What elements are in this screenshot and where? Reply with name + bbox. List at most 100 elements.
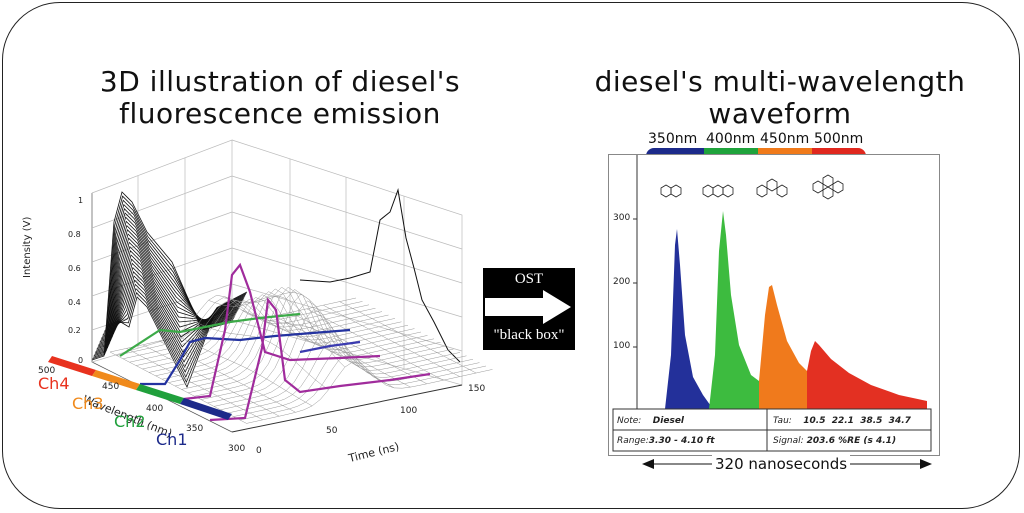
mesh-line <box>257 316 395 389</box>
mesh-line <box>207 308 454 404</box>
range-label: Range: <box>617 436 649 446</box>
tau-label: Tau: <box>773 416 792 426</box>
time-span-label: 320 nanoseconds <box>712 455 851 473</box>
range-cell: Range:3.30 - 4.10 ft <box>617 436 715 446</box>
waveform-ytick: 100 <box>613 341 631 351</box>
projection-curve <box>97 233 239 347</box>
waveform-ytick: 200 <box>613 277 631 287</box>
time-tick: 100 <box>400 406 418 416</box>
projection-curve <box>99 245 240 343</box>
mesh-line <box>135 300 383 366</box>
ch4-surface-line <box>209 297 431 422</box>
intensity-tick: 0.2 <box>68 326 81 335</box>
projection-curve <box>102 262 243 348</box>
mesh-line <box>224 292 362 364</box>
ch-extra-line <box>299 340 361 354</box>
right-title-line2: waveform <box>708 97 852 130</box>
wavelength-color-strip <box>704 148 758 156</box>
left-title-line1: 3D illustration of diesel's <box>99 65 461 98</box>
signal-cell: Signal: 203.6 %RE (s 4.1) <box>773 436 896 446</box>
mesh-line <box>290 312 428 385</box>
ch2-surface-line <box>119 312 301 357</box>
wavelength-color-strip <box>758 148 812 156</box>
ch1-surface-line <box>140 328 351 386</box>
channel-label: Ch3 <box>72 394 104 413</box>
wavelength-tick: 450 <box>102 382 120 392</box>
surface-mesh <box>109 286 493 424</box>
wavelength-tick: 350 <box>186 424 204 434</box>
black-box-label: "black box" <box>493 327 565 343</box>
wavelength-tick: 300 <box>228 444 246 454</box>
mesh-line <box>339 301 477 374</box>
right-arrow-icon <box>485 290 571 324</box>
mesh-line <box>306 308 444 381</box>
note-value: Diesel <box>652 416 685 426</box>
channel-label: Ch1 <box>156 430 188 449</box>
peak-500nm <box>807 341 927 409</box>
wavelength-label: 500nm <box>814 131 864 147</box>
wavelength-color-strip <box>812 148 866 156</box>
mesh-line <box>213 318 461 407</box>
peak-400nm <box>709 211 759 409</box>
time-tick: 150 <box>468 384 486 394</box>
mesh-line <box>161 291 409 380</box>
wavelength-label: 350nm <box>648 131 698 147</box>
projection-curve <box>100 250 241 341</box>
mesh-line <box>129 300 376 363</box>
channel-label: Ch4 <box>38 374 70 393</box>
time-projection-curve <box>299 188 461 363</box>
tau-value: 10.5 22.1 38.5 34.7 <box>803 416 911 426</box>
signal-value: 203.6 %RE (s 4.1) <box>806 436 897 446</box>
wavelength-projection-curves <box>91 191 248 388</box>
mesh-line <box>200 300 448 400</box>
naphthalene-icon <box>660 184 682 198</box>
mesh-line <box>142 299 389 370</box>
mesh-line <box>246 361 493 424</box>
projection-curve <box>101 258 242 343</box>
wavelength-tick: 400 <box>146 404 164 414</box>
mesh-line <box>175 334 313 407</box>
projection-curve <box>98 237 239 345</box>
mesh-line <box>194 293 441 397</box>
floor-axes <box>231 384 463 433</box>
peak-450nm <box>759 285 807 409</box>
projection-curve <box>96 224 237 350</box>
mesh-line <box>159 340 296 413</box>
molecule-icons <box>660 174 844 200</box>
note-cell: Note: Diesel <box>617 416 684 426</box>
intensity-tick: 1 <box>78 196 84 205</box>
right-title-line1: diesel's multi-wavelength <box>594 65 966 98</box>
grid-walls <box>91 139 463 433</box>
wavelength-color-strip <box>646 148 704 156</box>
wavelength-label: 400nm <box>706 131 756 147</box>
channel-label: Ch2 <box>114 412 146 431</box>
projection-curve <box>99 241 240 344</box>
intensity-tick: 0.8 <box>68 230 81 239</box>
intensity-tick: 0.6 <box>68 264 81 273</box>
wavelength-tick: 500 <box>38 366 56 376</box>
mesh-line <box>122 299 370 360</box>
mesh-line <box>155 294 402 377</box>
peak-350nm <box>665 229 713 409</box>
intensity-axis-label: Intensity (V) <box>22 216 33 278</box>
mesh-line <box>142 344 280 417</box>
projection-curve <box>100 254 242 340</box>
left-title: 3D illustration of diesel's fluorescence… <box>60 66 500 130</box>
time-tick: 50 <box>326 426 338 436</box>
mesh-line <box>241 309 378 380</box>
tau-cell: Tau: 10.5 22.1 38.5 34.7 <box>773 416 911 426</box>
phenanthrene-icon <box>756 178 788 198</box>
mesh-line <box>116 297 363 356</box>
intensity-tick: 0.4 <box>68 298 81 307</box>
projection-curve <box>97 229 238 348</box>
mesh-line <box>148 297 396 373</box>
signal-label: Signal: <box>773 436 804 446</box>
mesh-line <box>181 286 428 390</box>
mesh-line <box>323 304 460 377</box>
ch3-surface-line <box>174 262 381 402</box>
wavelength-label: 450nm <box>760 131 810 147</box>
waveform-chart <box>612 155 932 452</box>
mesh-line <box>126 348 264 421</box>
right-title: diesel's multi-wavelength waveform <box>560 66 1000 130</box>
